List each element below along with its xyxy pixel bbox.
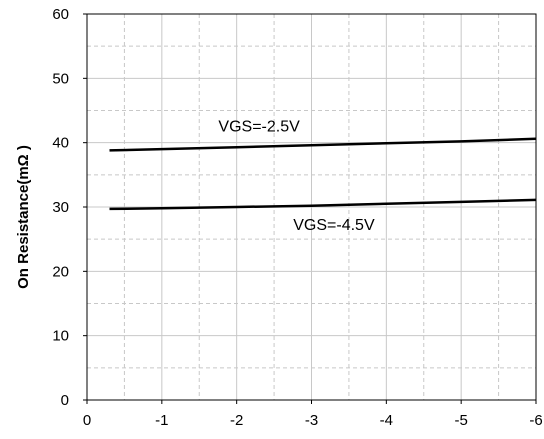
y-tick-label: 10 — [52, 328, 69, 345]
y-tick-label: 40 — [52, 135, 69, 152]
x-tick-label: -2 — [230, 412, 243, 429]
y-tick-label: 60 — [52, 6, 69, 23]
x-tick-label: -3 — [305, 412, 318, 429]
series-annotation-2: VGS=-4.5V — [293, 217, 375, 234]
y-tick-label: 0 — [61, 392, 69, 409]
annotations: VGS=-2.5V VGS=-4.5V — [218, 119, 375, 234]
x-axis-ticks: 0 -1 -2 -3 -4 -5 -6 — [83, 400, 543, 429]
y-axis-ticks: 0 10 20 30 40 50 60 — [52, 6, 87, 409]
grid — [87, 14, 536, 400]
x-tick-label: -4 — [380, 412, 393, 429]
x-tick-label: -6 — [529, 412, 542, 429]
y-tick-label: 50 — [52, 70, 69, 87]
series-annotation-1: VGS=-2.5V — [218, 119, 300, 136]
series-line-1 — [109, 137, 537, 152]
series-layer — [109, 137, 537, 211]
x-tick-label: -1 — [155, 412, 168, 429]
y-tick-label: 20 — [52, 263, 69, 280]
y-axis-label: On Resistance(mΩ ) — [15, 145, 32, 289]
series-line-2 — [109, 198, 537, 211]
y-tick-label: 30 — [52, 199, 69, 216]
x-tick-label: -5 — [454, 412, 467, 429]
x-tick-label: 0 — [83, 412, 91, 429]
